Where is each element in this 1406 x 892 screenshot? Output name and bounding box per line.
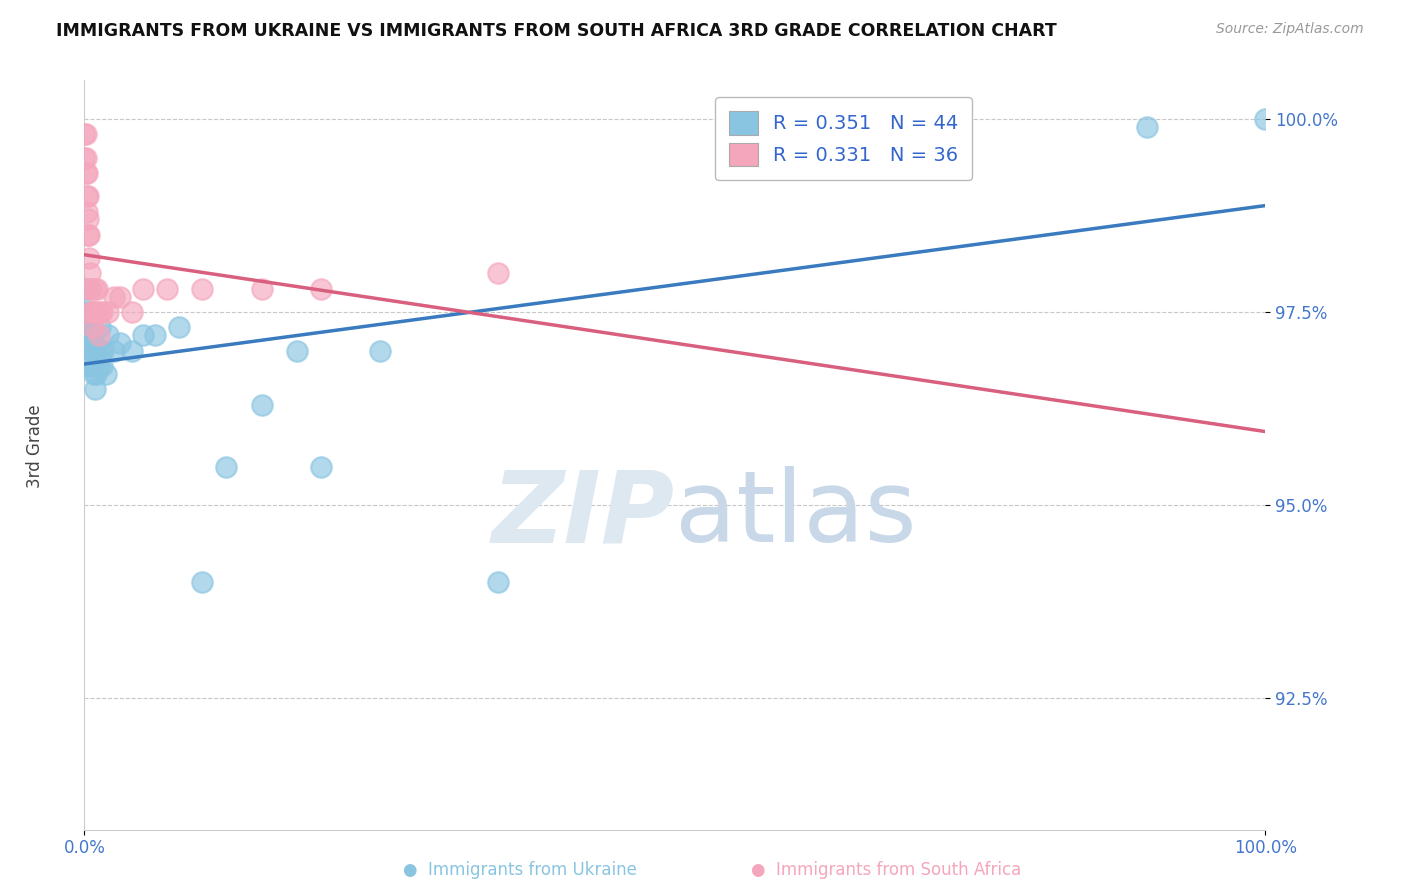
Point [215, 459, 238, 474]
Text: atlas: atlas [675, 467, 917, 564]
Point [132, 282, 155, 296]
Point [76, 312, 98, 326]
Point [73, 151, 96, 165]
Point [103, 343, 125, 358]
Point [82, 343, 104, 358]
Point [82, 305, 104, 319]
Point [76, 204, 98, 219]
Text: IMMIGRANTS FROM UKRAINE VS IMMIGRANTS FROM SOUTH AFRICA 3RD GRADE CORRELATION CH: IMMIGRANTS FROM UKRAINE VS IMMIGRANTS FR… [56, 22, 1057, 40]
Point [89, 320, 111, 334]
Text: 3rd Grade: 3rd Grade [27, 404, 44, 488]
Point [1254, 112, 1277, 126]
Point [77, 212, 100, 227]
Point [94, 367, 117, 381]
Point [486, 266, 509, 280]
Point [75, 166, 97, 180]
Point [156, 282, 179, 296]
Point [309, 459, 332, 474]
Point [77, 359, 100, 373]
Point [75, 128, 97, 142]
Point [90, 343, 112, 358]
Point [76, 166, 98, 180]
Text: Source: ZipAtlas.com: Source: ZipAtlas.com [1216, 22, 1364, 37]
Point [91, 343, 114, 358]
Point [80, 305, 103, 319]
Text: ●  Immigrants from Ukraine: ● Immigrants from Ukraine [404, 861, 637, 879]
Point [77, 227, 100, 242]
Point [79, 282, 101, 296]
Point [77, 328, 100, 343]
Point [84, 382, 107, 396]
Point [121, 343, 143, 358]
Point [84, 343, 107, 358]
Point [77, 251, 100, 265]
Point [97, 305, 120, 319]
Point [84, 367, 107, 381]
Point [143, 328, 166, 343]
Point [77, 305, 100, 319]
Point [77, 227, 100, 242]
Point [250, 398, 273, 412]
Point [108, 289, 131, 303]
Point [191, 282, 214, 296]
Point [76, 282, 98, 296]
Point [86, 343, 108, 358]
Point [79, 328, 101, 343]
Point [89, 305, 111, 319]
Point [80, 320, 103, 334]
Point [250, 282, 273, 296]
Point [75, 151, 97, 165]
Point [87, 328, 110, 343]
Point [77, 335, 100, 350]
Point [87, 359, 110, 373]
Point [486, 575, 509, 590]
Point [309, 282, 332, 296]
Point [97, 328, 120, 343]
Point [75, 282, 97, 296]
Point [191, 575, 214, 590]
Point [79, 266, 101, 280]
Point [82, 320, 104, 334]
Point [80, 305, 103, 319]
Point [84, 282, 107, 296]
Point [84, 305, 107, 319]
Point [108, 335, 131, 350]
Point [79, 351, 101, 366]
Point [103, 289, 125, 303]
Legend: R = 0.351   N = 44, R = 0.331   N = 36: R = 0.351 N = 44, R = 0.331 N = 36 [716, 97, 972, 180]
Point [285, 343, 308, 358]
Point [86, 282, 108, 296]
Point [83, 305, 105, 319]
Point [167, 320, 190, 334]
Point [75, 320, 97, 334]
Point [77, 189, 100, 203]
Point [368, 343, 391, 358]
Point [1136, 120, 1159, 134]
Point [84, 359, 107, 373]
Point [80, 282, 103, 296]
Point [91, 305, 114, 319]
Point [91, 359, 114, 373]
Point [76, 189, 98, 203]
Point [83, 367, 105, 381]
Point [121, 305, 143, 319]
Text: ●  Immigrants from South Africa: ● Immigrants from South Africa [751, 861, 1021, 879]
Text: ZIP: ZIP [492, 467, 675, 564]
Point [73, 128, 96, 142]
Point [73, 305, 96, 319]
Point [83, 335, 105, 350]
Point [132, 328, 155, 343]
Point [82, 328, 104, 343]
